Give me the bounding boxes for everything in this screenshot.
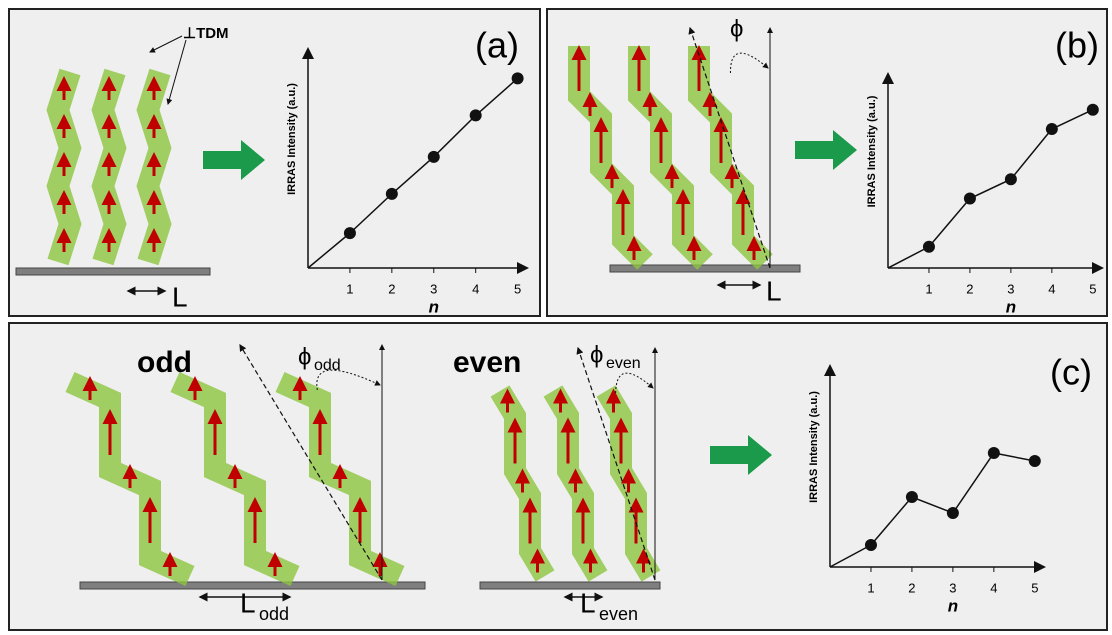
x-tick-label: 5 [1089, 281, 1096, 296]
data-point [428, 151, 440, 163]
data-point [1046, 123, 1058, 135]
panel-label: (c) [1050, 352, 1092, 393]
data-point [906, 491, 918, 503]
data-point [1087, 104, 1099, 116]
x-tick-label: 2 [966, 281, 973, 296]
x-tick-label: 5 [514, 281, 521, 296]
data-point [1029, 455, 1041, 467]
panel-label: (b) [1055, 25, 1099, 66]
x-tick-label: 4 [990, 580, 997, 595]
angle-subscript: odd [314, 357, 341, 374]
length-label: L [172, 281, 188, 312]
length-label: L [580, 587, 596, 618]
data-point [1005, 173, 1017, 185]
x-tick-label: 1 [867, 580, 874, 595]
length-label: L [240, 587, 256, 618]
data-point [947, 507, 959, 519]
data-point [386, 188, 398, 200]
data-point [470, 109, 482, 121]
x-tick-label: 4 [1048, 281, 1055, 296]
data-point [865, 539, 877, 551]
figure: LLLoddLevenϕϕoddϕeven(a)(b)(c)⊥TDModdeve… [0, 0, 1112, 635]
y-axis-label: IRRAS Intensity (a.u.) [286, 83, 298, 195]
x-tick-label: 1 [925, 281, 932, 296]
angle-label: ϕ [730, 15, 743, 42]
data-point [344, 227, 356, 239]
data-point [964, 193, 976, 205]
x-tick-label: 4 [472, 281, 479, 296]
data-point [512, 72, 524, 84]
tdm-label: ⊥TDM [183, 25, 229, 42]
x-axis-label: n [948, 596, 958, 615]
data-point [988, 447, 1000, 459]
group-title: odd [137, 346, 192, 379]
x-axis-label: n [1006, 297, 1016, 316]
length-subscript: even [599, 604, 638, 624]
x-tick-label: 5 [1031, 580, 1038, 595]
group-title: even [453, 346, 521, 379]
angle-subscript: even [606, 355, 641, 372]
angle-label: ϕ [298, 343, 311, 370]
x-tick-label: 1 [346, 281, 353, 296]
x-axis-label: n [429, 297, 439, 316]
panel-label: (a) [475, 25, 519, 66]
x-tick-label: 3 [1007, 281, 1014, 296]
length-label: L [766, 275, 782, 306]
x-tick-label: 2 [908, 580, 915, 595]
substrate [480, 582, 660, 589]
substrate [16, 268, 210, 275]
y-axis-label: IRRAS Intensity (a.u.) [866, 95, 878, 207]
x-tick-label: 3 [949, 580, 956, 595]
x-tick-label: 2 [388, 281, 395, 296]
angle-label: ϕ [590, 341, 603, 368]
x-tick-label: 3 [430, 281, 437, 296]
data-point [923, 241, 935, 253]
length-subscript: odd [259, 604, 289, 624]
y-axis-label: IRRAS Intensity (a.u.) [808, 391, 820, 503]
